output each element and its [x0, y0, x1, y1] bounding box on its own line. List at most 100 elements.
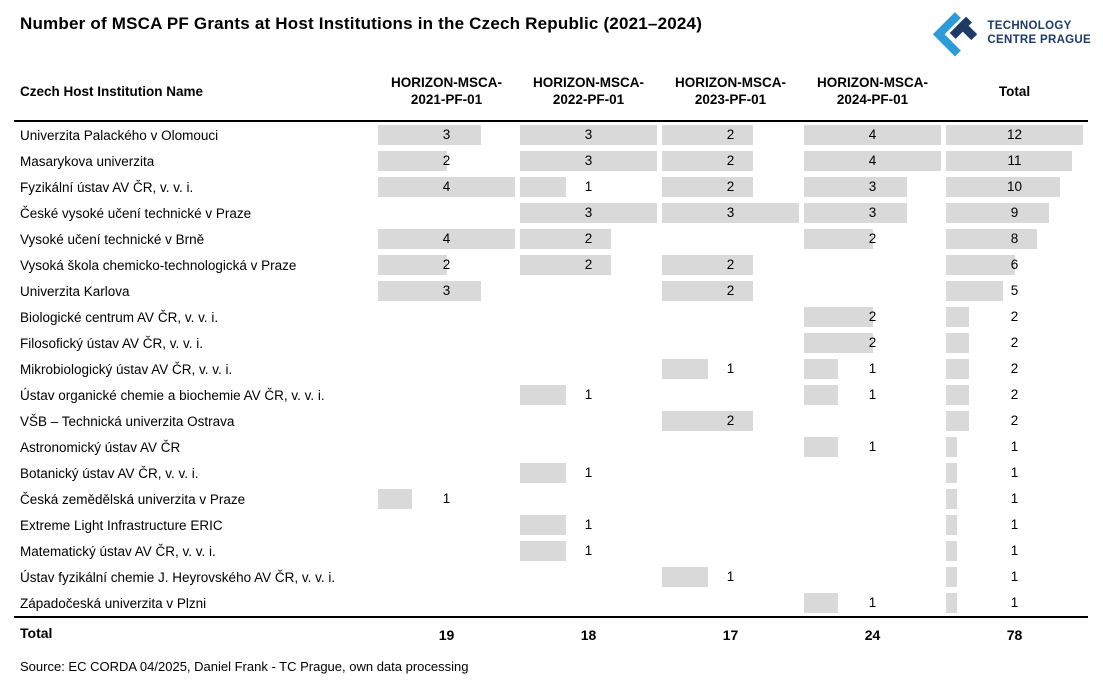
grant-count-cell: 2 — [946, 382, 1088, 408]
institution-name: Botanický ústav AV ČR, v. v. i. — [20, 465, 199, 481]
grant-count-cell: 2 — [662, 122, 804, 148]
total-count: 18 — [580, 627, 597, 643]
data-bar — [804, 359, 839, 379]
data-bar — [378, 151, 447, 171]
data-bar — [520, 515, 566, 535]
data-bar — [662, 151, 754, 171]
data-bar — [378, 255, 447, 275]
grant-count-cell — [378, 200, 520, 226]
data-bar — [946, 203, 1049, 223]
grant-count-cell: 4 — [804, 148, 946, 174]
grant-count: 2 — [1010, 387, 1019, 402]
grant-count-cell: 3 — [520, 148, 662, 174]
grant-count-cell: 2 — [662, 408, 804, 434]
table-row: Fyzikální ústav AV ČR, v. v. i. 4 1 2 3 10 — [14, 174, 1088, 200]
total-count: 78 — [1006, 627, 1023, 643]
grant-count-cell: 1 — [520, 174, 662, 200]
total-count: 24 — [864, 627, 881, 643]
data-bar — [520, 229, 612, 249]
grant-count-cell — [520, 408, 662, 434]
data-bar — [378, 177, 515, 197]
total-count-cell: 17 — [662, 620, 804, 646]
grant-count: 1 — [584, 387, 593, 402]
column-header: HORIZON-MSCA- 2024-PF-01 — [804, 74, 946, 108]
grant-count-cell: 1 — [520, 382, 662, 408]
data-bar — [946, 229, 1038, 249]
data-bar — [378, 229, 515, 249]
grant-count-cell — [378, 330, 520, 356]
grant-count: 3 — [442, 283, 451, 298]
table-row: Ústav fyzikální chemie J. Heyrovského AV… — [14, 564, 1088, 590]
grant-count: 1 — [442, 491, 451, 506]
table-row: VŠB – Technická univerzita Ostrava 2 2 — [14, 408, 1088, 434]
grant-count-cell: 1 — [946, 512, 1088, 538]
data-bar — [520, 463, 566, 483]
grant-count: 2 — [868, 335, 877, 350]
data-bar — [946, 385, 969, 405]
grant-count: 6 — [1010, 257, 1019, 272]
institution-name: Česká zemědělská univerzita v Praze — [20, 491, 246, 507]
grant-count-cell: 1 — [662, 564, 804, 590]
table-row: Česká zemědělská univerzita v Praze 1 1 — [14, 486, 1088, 512]
total-count-cell: 24 — [804, 620, 946, 646]
grant-count-cell — [378, 460, 520, 486]
grant-count-cell: 8 — [946, 226, 1088, 252]
grant-count: 2 — [1010, 335, 1019, 350]
grant-count: 2 — [726, 257, 735, 272]
grant-count: 12 — [1006, 127, 1023, 142]
grant-count-cell — [804, 538, 946, 564]
grant-count: 1 — [726, 361, 735, 376]
data-bar — [520, 541, 566, 561]
grant-count-cell: 2 — [378, 252, 520, 278]
grant-count-cell: 1 — [520, 512, 662, 538]
total-count: 17 — [722, 627, 739, 643]
grant-count-cell: 1 — [946, 590, 1088, 616]
grant-count-cell: 2 — [662, 148, 804, 174]
data-bar — [946, 177, 1061, 197]
grant-count: 1 — [868, 439, 877, 454]
table-row: Mikrobiologický ústav AV ČR, v. v. i. 1 1 2 — [14, 356, 1088, 382]
grant-count-cell — [804, 486, 946, 512]
data-bar — [946, 359, 969, 379]
grant-count: 3 — [584, 153, 593, 168]
grant-count-cell: 11 — [946, 148, 1088, 174]
institution-name: Biologické centrum AV ČR, v. v. i. — [20, 309, 219, 325]
grant-count: 2 — [1010, 309, 1019, 324]
data-bar — [946, 489, 958, 509]
grant-count: 2 — [726, 153, 735, 168]
grant-count-cell: 1 — [946, 486, 1088, 512]
column-header: HORIZON-MSCA- 2023-PF-01 — [662, 74, 804, 108]
data-bar — [804, 437, 839, 457]
grant-count: 2 — [726, 127, 735, 142]
table-header-row: Czech Host Institution Name HORIZON-MSCA… — [14, 62, 1088, 122]
grant-count: 4 — [868, 127, 877, 142]
data-bar — [946, 515, 958, 535]
grant-count: 4 — [442, 179, 451, 194]
table-row: Univerzita Karlova 3 2 5 — [14, 278, 1088, 304]
totals-row-label: Total — [20, 625, 53, 641]
grant-count-cell — [520, 486, 662, 512]
grant-count-cell: 1 — [804, 590, 946, 616]
grant-count: 1 — [868, 387, 877, 402]
grant-count-cell — [378, 564, 520, 590]
grant-count-cell — [520, 304, 662, 330]
institution-column-header: Czech Host Institution Name — [20, 83, 204, 99]
column-header: HORIZON-MSCA- 2022-PF-01 — [520, 74, 662, 108]
grant-count: 8 — [1010, 231, 1019, 246]
institution-name: Matematický ústav AV ČR, v. v. i. — [20, 543, 216, 559]
grant-count-cell — [378, 434, 520, 460]
column-header-label: HORIZON-MSCA- 2023-PF-01 — [675, 75, 786, 107]
grant-count: 1 — [584, 179, 593, 194]
grant-count: 2 — [584, 231, 593, 246]
institution-name: Ústav fyzikální chemie J. Heyrovského AV… — [20, 569, 336, 585]
data-bar — [662, 125, 754, 145]
grant-count-cell: 2 — [520, 252, 662, 278]
institution-name: Ústav organické chemie a biochemie AV ČR… — [20, 387, 325, 403]
data-bar — [946, 437, 958, 457]
table-row: Matematický ústav AV ČR, v. v. i. 1 1 — [14, 538, 1088, 564]
grant-count: 1 — [584, 465, 593, 480]
grant-count-cell: 1 — [946, 434, 1088, 460]
data-bar — [662, 359, 708, 379]
grant-count: 2 — [442, 257, 451, 272]
data-bar — [520, 255, 612, 275]
